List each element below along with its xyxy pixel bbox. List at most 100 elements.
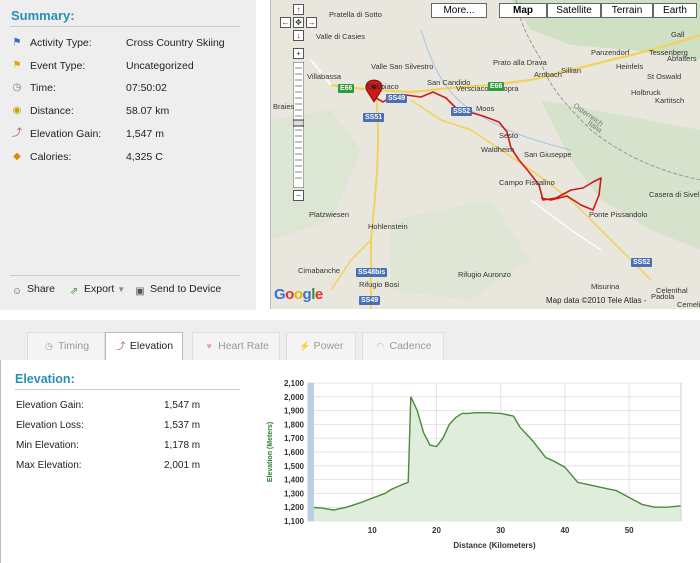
tab-elevation[interactable]: ⤴ Elevation — [105, 332, 183, 361]
arrow-right-icon: → — [307, 18, 316, 27]
y-tick-labels: 1,100 1,200 1,300 1,400 1,500 1,600 1,700 1,800… — [284, 379, 305, 526]
road-shield: SS51 — [363, 113, 385, 122]
elevation-label: Elevation Loss: — [16, 420, 84, 431]
summary-label: Elevation Gain: — [30, 128, 102, 140]
y-tick-label: 1,800 — [284, 420, 305, 429]
map-label: Tessenberg — [649, 48, 688, 57]
map-type-map-button[interactable]: Map — [499, 3, 547, 18]
map-label: San Candido — [427, 78, 471, 87]
map-label: Waldheim — [481, 145, 515, 154]
y-axis-band — [308, 383, 314, 521]
map-label: Valle San Silvestro — [371, 62, 434, 71]
map-label: Moos — [476, 104, 495, 113]
pan-left-button[interactable]: ← — [280, 17, 291, 28]
summary-row-calories: ◆ Calories: 4,325 C — [11, 150, 251, 166]
tab-heart-rate[interactable]: ♥ Heart Rate — [192, 332, 280, 360]
zoom-out-button[interactable]: − — [293, 190, 304, 201]
export-label: Export — [84, 283, 115, 295]
y-tick-label: 2,000 — [284, 393, 305, 402]
map-label: Rifugio Bosi — [359, 280, 400, 289]
map-label: Villabassa — [307, 72, 342, 81]
export-button[interactable]: ⇗ Export ▼ — [68, 283, 125, 298]
tab-power[interactable]: ⚡ Power — [286, 332, 356, 360]
map-label: Misurina — [591, 282, 620, 291]
map-type-earth-button[interactable]: Earth — [653, 3, 697, 18]
summary-value: 07:50:02 — [126, 82, 167, 94]
map-attribution: Map data ©2010 Tele Atlas - — [546, 296, 647, 305]
pan-down-button[interactable]: ↓ — [293, 30, 304, 41]
zoom-in-button[interactable]: + — [293, 48, 304, 59]
map-label: Versciaco di Sopra — [456, 84, 519, 93]
minus-icon: − — [296, 191, 301, 200]
map-label: Abfalters — [667, 54, 697, 63]
map-label: Kartitsch — [655, 96, 685, 105]
elevation-icon: ⤴ — [116, 341, 126, 351]
chevron-down-icon: ▼ — [117, 285, 126, 294]
road-shield: SS49 — [386, 94, 408, 103]
map-type-satellite-button[interactable]: Satellite — [547, 3, 601, 18]
map-label: Celenthal — [656, 286, 688, 295]
summary-divider — [10, 26, 240, 27]
route-map[interactable]: More... Map Satellite Terrain Earth ↑ ← … — [270, 0, 700, 309]
tab-timing[interactable]: ◷ Timing — [27, 332, 105, 360]
x-tick-labels: 10 20 30 40 50 — [368, 526, 634, 535]
road-shield: E66 — [338, 84, 355, 93]
y-tick-label: 1,700 — [284, 434, 305, 443]
y-tick-label: 2,100 — [284, 379, 305, 388]
map-label: Cimabanche — [298, 266, 341, 275]
tab-label: Heart Rate — [218, 340, 269, 352]
map-label: Casera di Sivella — [649, 190, 700, 199]
map-type-terrain-button[interactable]: Terrain — [601, 3, 653, 18]
summary-value: 58.07 km — [126, 105, 170, 117]
summary-row-time: ◷ Time: 07:50:02 — [11, 81, 251, 97]
tab-label: Cadence — [389, 340, 432, 352]
map-label: Prato alla Drava — [493, 58, 547, 67]
pan-center-button[interactable]: ✥ — [293, 17, 304, 28]
send-to-device-button[interactable]: ▣ Send to Device — [134, 283, 221, 298]
map-label: Heinfels — [616, 62, 644, 71]
arrow-up-icon: ↑ — [296, 5, 301, 14]
map-label: Dobbiaco — [367, 82, 399, 91]
elevation-value: 1,178 m — [164, 440, 201, 451]
y-tick-label: 1,400 — [284, 476, 305, 485]
map-label: Arnbach — [534, 70, 562, 79]
elevation-line — [307, 396, 681, 511]
elevation-label: Min Elevation: — [16, 440, 79, 451]
actions-divider — [10, 275, 240, 276]
tab-cadence[interactable]: ◠ Cadence — [362, 332, 444, 360]
share-label: Share — [27, 283, 56, 295]
road-shield: SS52 — [451, 107, 473, 116]
map-label: Ponte Pissandolo — [589, 210, 648, 219]
y-tick-label: 1,500 — [284, 462, 305, 471]
elevation-icon: ⤴ — [12, 128, 22, 139]
map-label: Hohlenstein — [368, 222, 408, 231]
export-icon: ⇗ — [69, 286, 79, 297]
elevation-chart[interactable]: 1,100 1,200 1,300 1,400 1,500 1,600 1,700 1,800… — [262, 375, 687, 560]
tab-label: Elevation — [129, 340, 174, 352]
elevation-value: 1,537 m — [164, 420, 201, 431]
share-button[interactable]: ☺ Share — [11, 283, 55, 298]
map-type-more-button[interactable]: More... — [431, 3, 487, 18]
summary-label: Time: — [30, 82, 56, 94]
map-label: Panzendorf — [591, 48, 630, 57]
distance-icon: ◉ — [12, 105, 22, 116]
pan-up-button[interactable]: ↑ — [293, 4, 304, 15]
tab-bar: ◷ Timing ⤴ Elevation ♥ Heart Rate ⚡ Power ◠ C… — [0, 320, 700, 361]
map-label: Platzwiesen — [309, 210, 350, 219]
road-shield: SS52 — [631, 258, 653, 267]
summary-title: Summary: — [11, 8, 75, 23]
cadence-icon: ◠ — [376, 341, 385, 351]
zoom-slider[interactable] — [293, 62, 304, 188]
map-terrain — [271, 0, 700, 309]
road-shield: SS48bis — [356, 268, 388, 277]
x-tick-label: 50 — [625, 526, 634, 535]
summary-value: 4,325 C — [126, 151, 163, 163]
plus-icon: + — [296, 49, 301, 58]
map-label: Sillian — [561, 66, 582, 75]
pan-right-button[interactable]: → — [306, 17, 317, 28]
summary-value: Cross Country Skiing — [126, 37, 225, 49]
summary-row-distance: ◉ Distance: 58.07 km — [11, 104, 251, 120]
road-shield: SS49 — [359, 296, 381, 305]
summary-label: Event Type: — [30, 60, 86, 72]
x-tick-label: 40 — [560, 526, 569, 535]
